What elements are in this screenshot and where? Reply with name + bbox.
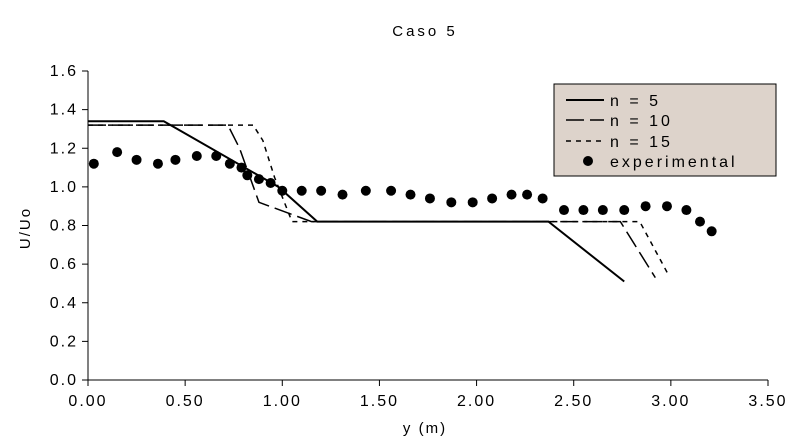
experimental-point bbox=[88, 158, 99, 169]
series-line-n-5 bbox=[88, 120, 625, 283]
experimental-point bbox=[316, 185, 327, 196]
series-line-n-10 bbox=[88, 124, 656, 279]
y-ticks: 0.0 0.2 0.4 0.6 0.8 1.0 1.2 1.4 1.6 bbox=[50, 63, 88, 389]
x-tick-label: 1.50 bbox=[360, 393, 399, 410]
experimental-point bbox=[236, 162, 247, 173]
experimental-point bbox=[559, 205, 569, 216]
experimental-point bbox=[170, 154, 181, 165]
experimental-point bbox=[446, 197, 457, 208]
experimental-point bbox=[211, 150, 222, 161]
experimental-point bbox=[360, 185, 371, 196]
experimental-point bbox=[191, 150, 202, 161]
y-tick-label: 1.2 bbox=[50, 140, 78, 157]
experimental-point bbox=[506, 189, 517, 200]
y-tick-label: 0.0 bbox=[50, 372, 78, 389]
x-tick-label: 3.50 bbox=[748, 393, 787, 410]
experimental-point bbox=[681, 205, 692, 216]
experimental-point bbox=[619, 205, 630, 216]
experimental-point bbox=[253, 174, 264, 185]
y-tick-label: 1.6 bbox=[50, 63, 78, 80]
experimental-point bbox=[337, 189, 348, 200]
x-tick-label: 0.00 bbox=[68, 393, 107, 410]
x-tick-label: 2.50 bbox=[554, 393, 593, 410]
experimental-point bbox=[296, 185, 307, 196]
experimental-point bbox=[265, 178, 276, 189]
experimental-point bbox=[131, 154, 142, 165]
chart-title: Caso 5 bbox=[392, 23, 458, 40]
experimental-point bbox=[277, 185, 288, 196]
experimental-point bbox=[661, 201, 672, 212]
legend-label: n = 10 bbox=[610, 113, 673, 130]
experimental-point bbox=[112, 147, 123, 158]
legend-label: n = 15 bbox=[610, 134, 673, 151]
x-axis-label: y (m) bbox=[403, 420, 447, 437]
experimental-point bbox=[224, 158, 235, 169]
experimental-point bbox=[706, 226, 717, 237]
legend-marker-experimental bbox=[583, 156, 593, 166]
y-tick-label: 0.2 bbox=[50, 333, 78, 350]
series-layer bbox=[88, 120, 717, 283]
legend-label: experimental bbox=[610, 154, 738, 171]
experimental-point bbox=[537, 193, 548, 204]
experimental-point bbox=[487, 193, 498, 204]
x-tick-label: 2.00 bbox=[457, 393, 496, 410]
experimental-point bbox=[578, 205, 589, 216]
series-line-n-15 bbox=[88, 124, 670, 277]
experimental-point bbox=[242, 170, 253, 181]
legend-label: n = 5 bbox=[610, 93, 661, 110]
y-tick-label: 0.4 bbox=[50, 295, 78, 312]
y-axis-label: U/Uo bbox=[17, 207, 34, 249]
y-tick-label: 1.4 bbox=[50, 102, 78, 119]
legend: n = 5 n = 10 n = 15 experimental bbox=[553, 83, 777, 177]
experimental-point bbox=[695, 216, 705, 227]
x-tick-label: 1.00 bbox=[263, 393, 302, 410]
y-tick-label: 0.8 bbox=[50, 218, 78, 235]
x-tick-label: 3.00 bbox=[651, 393, 690, 410]
experimental-point bbox=[597, 205, 608, 216]
experimental-point bbox=[405, 189, 416, 200]
experimental-point bbox=[424, 193, 435, 204]
y-tick-label: 1.0 bbox=[50, 179, 78, 196]
y-tick-label: 0.6 bbox=[50, 256, 78, 273]
x-tick-label: 0.50 bbox=[166, 393, 205, 410]
x-ticks: 0.00 0.50 1.00 1.50 2.00 2.50 3.00 3.50 bbox=[68, 380, 787, 410]
experimental-point bbox=[152, 158, 163, 169]
experimental-point bbox=[522, 189, 533, 200]
experimental-point bbox=[467, 197, 478, 208]
experimental-point bbox=[386, 185, 397, 196]
experimental-point bbox=[640, 201, 651, 212]
